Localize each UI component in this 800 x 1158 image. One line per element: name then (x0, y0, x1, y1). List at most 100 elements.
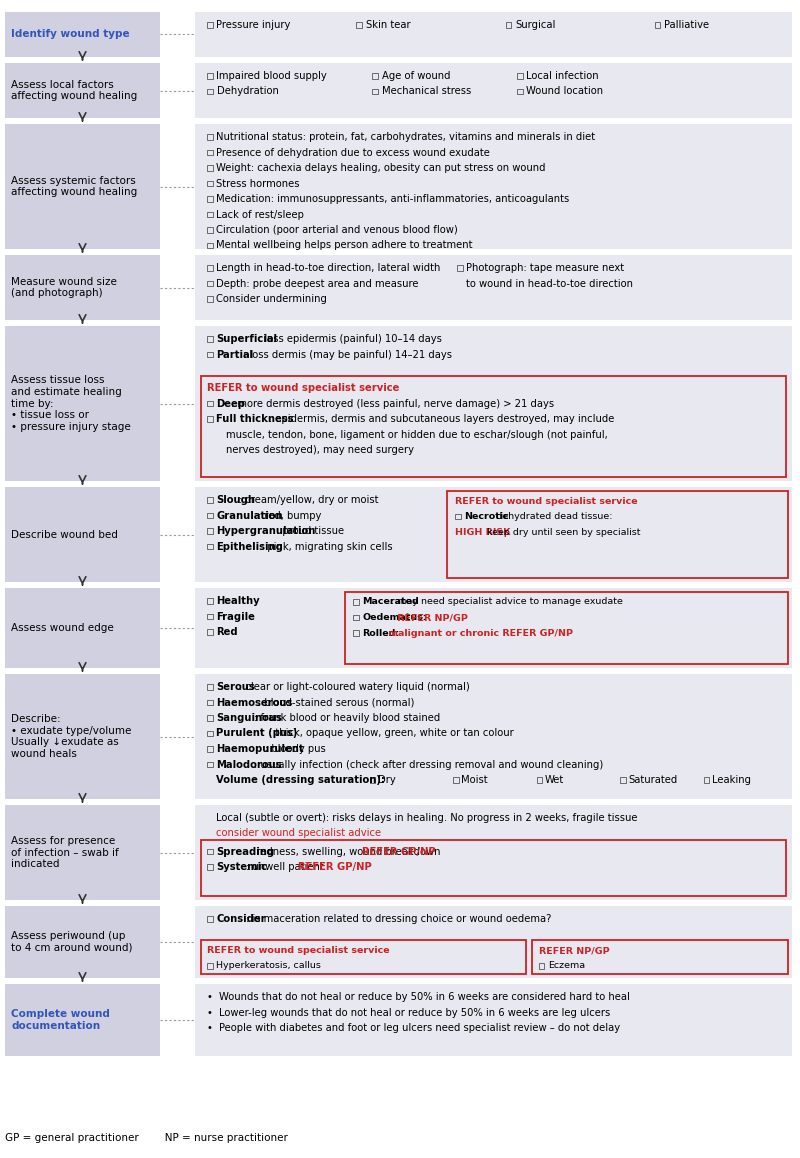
Bar (207, 865, 213, 870)
Text: Oedematus:: Oedematus: (362, 613, 427, 622)
Bar (207, 513, 213, 519)
Text: Lack of rest/sleep: Lack of rest/sleep (217, 210, 304, 220)
Bar (537, 777, 542, 783)
Text: : loss dermis (may be painful) 14–21 days: : loss dermis (may be painful) 14–21 day… (242, 350, 452, 359)
Text: : unwell patient: : unwell patient (246, 863, 327, 872)
Text: REFER to wound specialist service: REFER to wound specialist service (455, 497, 638, 506)
Text: Measure wound size
(and photograph): Measure wound size (and photograph) (11, 277, 117, 299)
Text: GP = general practitioner        NP = nurse practitioner: GP = general practitioner NP = nurse pra… (5, 1133, 288, 1143)
Text: Presence of dehydration due to excess wound exudate: Presence of dehydration due to excess wo… (217, 147, 490, 157)
Text: Wounds that do not heal or reduce by 50% in 6 weeks are considered hard to heal: Wounds that do not heal or reduce by 50%… (219, 992, 630, 1002)
Bar (207, 73, 213, 79)
Bar (207, 227, 213, 233)
Bar (372, 73, 378, 79)
Bar (353, 615, 358, 621)
Text: Deep: Deep (217, 398, 246, 409)
Text: Malodorous: Malodorous (217, 760, 282, 770)
Text: : dehydrated dead tissue:: : dehydrated dead tissue: (490, 512, 613, 521)
Bar (517, 89, 522, 94)
Bar (5, 63, 160, 118)
Text: Epithelising: Epithelising (217, 542, 283, 551)
Bar (195, 255, 792, 320)
Text: : bloody pus: : bloody pus (265, 743, 326, 754)
Bar (207, 544, 213, 549)
Text: Slough: Slough (217, 494, 255, 505)
Text: : is maceration related to dressing choice or wound oedema?: : is maceration related to dressing choi… (246, 914, 552, 924)
Text: Haemoserous: Haemoserous (217, 697, 293, 708)
Text: Assess tissue loss
and estimate healing
time by:
• tissue loss or
• pressure inj: Assess tissue loss and estimate healing … (11, 375, 130, 432)
Text: : redness, swelling, wound breakdown: : redness, swelling, wound breakdown (250, 846, 444, 857)
Text: Pressure injury: Pressure injury (217, 20, 291, 30)
Text: Weight: cachexia delays healing, obesity can put stress on wound: Weight: cachexia delays healing, obesity… (217, 163, 546, 173)
Text: : usually infection (check after dressing removal and wound cleaning): : usually infection (check after dressin… (254, 760, 603, 770)
Text: Local (subtle or overt): risks delays in healing. No progress in 2 weeks, fragil: Local (subtle or overt): risks delays in… (217, 813, 638, 823)
Bar (201, 840, 786, 896)
Text: Stress hormones: Stress hormones (217, 178, 300, 189)
Text: Assess for presence
of infection – swab if
indicated: Assess for presence of infection – swab … (11, 836, 118, 870)
Bar (207, 352, 213, 358)
Text: Palliative: Palliative (664, 20, 710, 30)
Bar (447, 491, 788, 578)
Bar (532, 939, 788, 974)
Bar (207, 166, 213, 170)
Text: Hypergranulation: Hypergranulation (217, 526, 316, 536)
Text: Haemopurulent: Haemopurulent (217, 743, 304, 754)
Text: Assess periwound (up
to 4 cm around wound): Assess periwound (up to 4 cm around woun… (11, 931, 133, 953)
Bar (5, 906, 160, 979)
Text: Wound location: Wound location (526, 87, 604, 96)
Bar (207, 716, 213, 720)
Bar (207, 401, 213, 406)
Text: Systemic: Systemic (217, 863, 267, 872)
Bar (195, 124, 792, 249)
Text: : loss epidermis (painful) 10–14 days: : loss epidermis (painful) 10–14 days (258, 334, 442, 344)
Text: consider wound specialist advice: consider wound specialist advice (217, 828, 382, 838)
Text: Leaking: Leaking (712, 775, 751, 785)
Bar (5, 255, 160, 320)
Text: Saturated: Saturated (629, 775, 678, 785)
Bar (207, 196, 213, 201)
Text: •: • (207, 1007, 213, 1018)
Text: Moist: Moist (462, 775, 488, 785)
Text: REFER GP/NP: REFER GP/NP (362, 846, 436, 857)
Text: Sanguinous: Sanguinous (217, 713, 282, 723)
Text: Complete wound
documentation: Complete wound documentation (11, 1010, 110, 1031)
Bar (207, 528, 213, 534)
Text: : blood-stained serous (normal): : blood-stained serous (normal) (258, 697, 414, 708)
Bar (5, 488, 160, 582)
Text: Necrotic: Necrotic (465, 512, 510, 521)
Bar (201, 376, 786, 477)
Bar (207, 599, 213, 603)
Bar (506, 22, 511, 28)
Text: : pink, migrating skin cells: : pink, migrating skin cells (262, 542, 393, 551)
Bar (345, 592, 788, 664)
Bar (207, 22, 213, 28)
Bar (370, 777, 375, 783)
Bar (195, 674, 792, 799)
Text: : proud tissue: : proud tissue (277, 526, 345, 536)
Text: Dehydration: Dehydration (217, 87, 278, 96)
Bar (207, 762, 213, 768)
Text: Partial: Partial (217, 350, 254, 359)
Bar (207, 212, 213, 218)
Bar (538, 963, 544, 969)
Bar (5, 805, 160, 900)
Text: muscle, tendon, bone, ligament or hidden due to eschar/slough (not painful,: muscle, tendon, bone, ligament or hidden… (226, 430, 608, 440)
Text: REFER to wound specialist service: REFER to wound specialist service (207, 383, 399, 393)
Bar (207, 265, 213, 271)
Bar (195, 12, 792, 57)
Bar (207, 181, 213, 186)
Text: : epidermis, dermis and subcutaneous layers destroyed, may include: : epidermis, dermis and subcutaneous lay… (269, 415, 614, 424)
Text: Rolled:: Rolled: (362, 629, 400, 638)
Text: Depth: probe deepest area and measure: Depth: probe deepest area and measure (217, 279, 419, 288)
Bar (5, 588, 160, 668)
Bar (195, 984, 792, 1056)
Text: Red: Red (217, 626, 238, 637)
Bar (207, 614, 213, 620)
Text: Assess local factors
affecting wound healing: Assess local factors affecting wound hea… (11, 80, 138, 101)
Text: Assess wound edge: Assess wound edge (11, 623, 114, 633)
Bar (207, 497, 213, 503)
Text: HIGH RISK: HIGH RISK (455, 528, 510, 536)
Text: Macerated: Macerated (362, 598, 419, 607)
Text: to wound in head-to-toe direction: to wound in head-to-toe direction (466, 279, 634, 288)
Bar (207, 699, 213, 705)
